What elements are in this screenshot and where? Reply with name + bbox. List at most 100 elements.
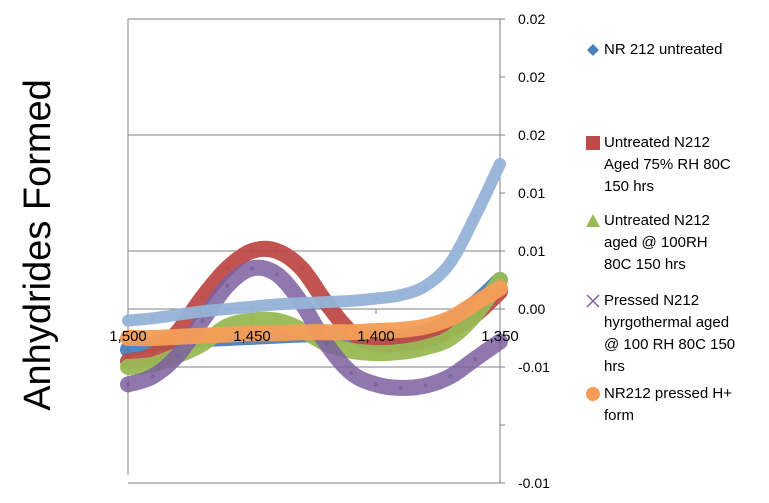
data-point xyxy=(126,318,130,323)
data-point xyxy=(274,318,279,323)
data-point xyxy=(448,260,453,265)
legend-marker xyxy=(586,294,600,308)
data-point xyxy=(448,336,453,340)
legend-label: NR212 pressed H+ xyxy=(604,385,732,402)
legend-label: Pressed N212 xyxy=(604,292,699,309)
data-point xyxy=(324,330,329,335)
data-point xyxy=(374,341,378,346)
data-point xyxy=(473,312,478,317)
y-tick-label: 0.02 xyxy=(518,69,545,85)
data-point xyxy=(274,302,279,307)
data-point xyxy=(274,331,279,336)
data-point xyxy=(225,307,230,311)
y-tick-label: 0.01 xyxy=(518,185,545,201)
data-point xyxy=(349,348,354,353)
data-point xyxy=(200,318,205,323)
series-layer xyxy=(120,158,508,396)
data-point xyxy=(250,266,254,271)
data-point xyxy=(374,329,378,334)
legend-label: 80C 150 hrs xyxy=(604,256,686,273)
data-point xyxy=(448,374,453,379)
data-point xyxy=(473,214,478,219)
legend-label: 150 hrs xyxy=(604,178,654,195)
y-tick-label: 0.02 xyxy=(518,127,545,143)
data-point xyxy=(374,382,378,387)
legend-label: Untreated N212 xyxy=(604,212,710,229)
data-point xyxy=(126,347,130,352)
legend-label: Aged 75% RH 80C xyxy=(604,156,731,173)
y-tick-label: -0.01 xyxy=(518,359,550,375)
data-point xyxy=(175,353,180,358)
legend-item-2: Untreated N212 Aged 75% RH 80C 150 hrs xyxy=(586,134,731,195)
x-tick-label: 1,350 xyxy=(481,328,519,345)
data-point xyxy=(423,324,428,329)
legend-label: form xyxy=(604,407,634,424)
data-point xyxy=(299,266,304,271)
data-point xyxy=(498,339,502,344)
data-point xyxy=(175,312,180,317)
data-point xyxy=(423,383,428,388)
data-point xyxy=(423,345,428,350)
legend-marker xyxy=(587,44,599,56)
data-point xyxy=(175,334,180,339)
legend-item-4: Pressed N212 hyrgothermal aged @ 100 RH 80… xyxy=(586,292,735,375)
data-point xyxy=(200,295,205,300)
data-point xyxy=(448,316,453,321)
legend-label: NR 212 untreated xyxy=(604,41,722,58)
data-point xyxy=(349,370,354,375)
data-point xyxy=(398,385,403,390)
data-point xyxy=(374,296,378,301)
data-point xyxy=(374,351,378,356)
series-line-5 xyxy=(120,280,508,347)
legend-marker xyxy=(586,387,600,401)
y-tick-label: 0.00 xyxy=(518,301,545,317)
data-point xyxy=(126,365,130,369)
y-axis-label: Anhydrides Formed xyxy=(17,79,59,411)
legend-label: Untreated N212 xyxy=(604,134,710,151)
data-point xyxy=(324,300,329,305)
grid-layer xyxy=(128,18,500,484)
y-tick-label: -0.01 xyxy=(518,475,550,491)
ticks-layer: -0.01 -0.01 0.00 0.01 0.01 0.02 0.02 0.02 1,500 1… xyxy=(109,11,550,491)
data-point xyxy=(274,272,279,277)
data-point xyxy=(299,330,304,335)
data-point xyxy=(473,301,478,306)
legend-label: hrs xyxy=(604,358,625,375)
legend-marker xyxy=(586,214,600,227)
data-point xyxy=(423,283,428,288)
legend-item-3: Untreated N212 aged @ 100RH 80C 150 hrs xyxy=(586,212,710,273)
y-tick-label: 0.01 xyxy=(518,243,545,259)
data-point xyxy=(398,293,403,298)
data-point xyxy=(349,298,354,303)
data-point xyxy=(150,336,155,340)
legend-marker xyxy=(586,136,600,150)
data-point xyxy=(349,330,354,335)
y-tick-label: 0.02 xyxy=(518,11,545,27)
data-point xyxy=(498,162,502,166)
data-point xyxy=(498,286,502,291)
x-tick-label: 1,500 xyxy=(109,328,147,345)
x-tick-label: 1,450 xyxy=(233,328,271,345)
legend-item-1: NR 212 untreated xyxy=(587,41,722,58)
data-point xyxy=(473,356,478,361)
data-point xyxy=(150,362,155,367)
data-point xyxy=(200,333,205,338)
legend-label: aged @ 100RH xyxy=(604,234,708,251)
data-point xyxy=(126,336,130,340)
series-line-6 xyxy=(122,158,506,327)
data-point xyxy=(274,249,279,253)
data-point xyxy=(225,332,230,337)
data-point xyxy=(250,318,254,323)
data-point xyxy=(250,304,254,309)
data-point xyxy=(299,301,304,306)
legend-item-5: NR212 pressed H+ form xyxy=(586,385,732,424)
data-point xyxy=(398,327,403,332)
data-point xyxy=(126,382,130,387)
data-point xyxy=(150,374,155,379)
data-point xyxy=(200,309,205,314)
legend-label: hyrgothermal aged xyxy=(604,314,729,331)
data-point xyxy=(225,283,230,288)
data-point xyxy=(225,266,230,271)
